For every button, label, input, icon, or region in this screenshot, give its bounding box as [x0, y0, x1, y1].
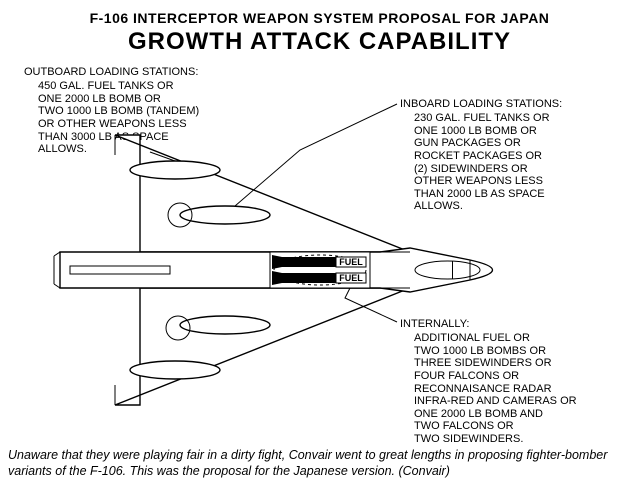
svg-text:FUEL: FUEL [339, 273, 363, 283]
aircraft-diagram: FUEL FUEL [0, 0, 639, 500]
page-root: F-106 INTERCEPTOR WEAPON SYSTEM PROPOSAL… [0, 0, 639, 500]
figure-caption: Unaware that they were playing fair in a… [8, 448, 631, 479]
svg-text:FUEL: FUEL [339, 257, 363, 267]
